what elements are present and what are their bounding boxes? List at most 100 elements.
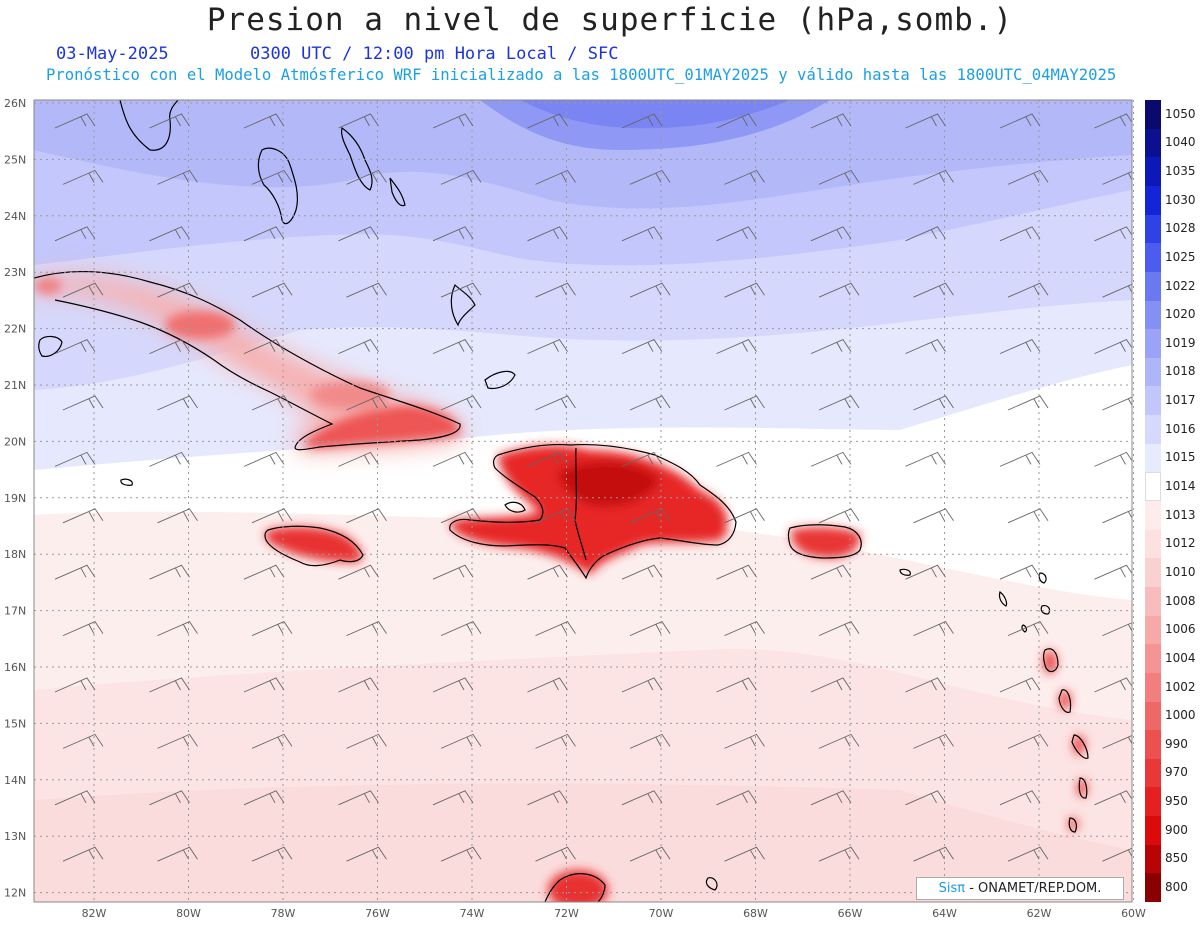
legend-label: 1016 (1165, 421, 1196, 436)
wind-barb (629, 169, 671, 185)
wind-barb (913, 508, 954, 524)
coastlines (34, 100, 1089, 902)
wind-barb (251, 282, 293, 298)
wind-barb (1102, 509, 1132, 524)
legend-swatch (1145, 873, 1161, 903)
legend-label: 1012 (1165, 536, 1196, 551)
wind-barb (440, 508, 482, 524)
wind-barb (1007, 282, 1049, 298)
wind-barb (810, 339, 852, 355)
model-subtitle: Pronóstico con el Modelo Atmósferico WRF… (46, 66, 1117, 84)
wind-barb (999, 226, 1041, 242)
legend-label: 1020 (1165, 307, 1196, 322)
wind-barb (338, 226, 379, 242)
wind-barb (149, 677, 190, 693)
wind-barb (629, 846, 671, 862)
wind-barb (251, 846, 293, 862)
wind-barb (54, 339, 96, 355)
legend-label: 1030 (1165, 192, 1196, 207)
legend-swatch (1145, 443, 1161, 473)
legend-swatch (1145, 586, 1161, 617)
credit-text: - ONAMET/REP.DOM. (965, 881, 1102, 896)
latitude-label: 16N (4, 661, 26, 674)
wind-barb (1102, 171, 1132, 185)
latitude-label: 26N (4, 97, 26, 110)
wind-barb (724, 395, 765, 411)
latitude-label: 21N (4, 379, 26, 392)
wind-barb (629, 621, 671, 637)
wind-barb (346, 508, 387, 524)
wind-barb (724, 846, 765, 862)
wind-barb (535, 733, 576, 749)
wind-barb (810, 451, 852, 467)
wind-barb (535, 282, 576, 298)
latitude-label: 20N (4, 435, 26, 448)
latitude-label: 24N (4, 210, 26, 223)
wind-barb (913, 621, 954, 637)
wind-barb (1007, 395, 1049, 411)
legend-swatch (1145, 758, 1161, 788)
wind-barb (716, 451, 757, 467)
wind-barb (905, 790, 946, 806)
legend-label: 1004 (1165, 650, 1196, 665)
wind-barb (999, 790, 1041, 806)
wind-barb (62, 621, 104, 637)
wind-barb (535, 621, 576, 637)
wind-barb (243, 677, 285, 693)
wind-barb (338, 451, 379, 467)
legend-swatch (1145, 157, 1161, 187)
legend-label: 1017 (1165, 393, 1196, 408)
wind-barb (432, 339, 474, 355)
wind-barb (535, 508, 576, 524)
wind-barb (913, 846, 954, 862)
wind-barb (716, 113, 757, 129)
legend-swatch (1145, 300, 1161, 330)
wind-barb (1102, 735, 1132, 749)
wind-barb (346, 846, 387, 862)
legend-swatch (1145, 672, 1161, 702)
wind-barb (1102, 622, 1132, 637)
legend-label: 1015 (1165, 450, 1196, 465)
legend-swatch (1145, 271, 1161, 301)
wind-barb (810, 564, 852, 580)
wind-barb (527, 226, 568, 242)
wind-barb (527, 677, 568, 693)
legend-swatch (1145, 816, 1161, 846)
wind-barb (527, 451, 568, 467)
legend-label: 1010 (1165, 564, 1196, 579)
wind-barb (149, 339, 190, 355)
wind-barb (157, 169, 198, 185)
longitude-label: 66W (838, 907, 863, 920)
wind-barb (251, 169, 293, 185)
legend-swatch (1145, 501, 1161, 531)
forecast-date: 03-May-2025 (56, 44, 169, 64)
wind-barb (1007, 621, 1049, 637)
wind-barb (1007, 169, 1049, 185)
legend-label: 850 (1165, 851, 1188, 866)
wind-barb (1102, 283, 1132, 298)
wind-barb (629, 508, 671, 524)
legend-label: 1000 (1165, 708, 1196, 723)
wind-barb (157, 395, 198, 411)
wind-barb (432, 677, 474, 693)
wind-barb (905, 677, 946, 693)
wind-barb (629, 395, 671, 411)
wind-barb (810, 226, 852, 242)
legend-swatch (1145, 558, 1161, 588)
wind-barb (432, 226, 474, 242)
longitude-label: 82W (82, 907, 107, 920)
wind-barb (629, 282, 671, 298)
wind-barb (999, 339, 1041, 355)
wind-barb (338, 790, 379, 806)
wind-barb (1007, 846, 1049, 862)
latitude-label: 12N (4, 887, 26, 900)
wind-barb (905, 226, 946, 242)
wind-barb (243, 226, 285, 242)
longitude-label: 74W (460, 907, 485, 920)
wind-barb (346, 282, 387, 298)
wind-barb (157, 508, 198, 524)
wind-barb (62, 733, 104, 749)
wind-barb (346, 395, 387, 411)
legend-swatch (1145, 844, 1161, 874)
